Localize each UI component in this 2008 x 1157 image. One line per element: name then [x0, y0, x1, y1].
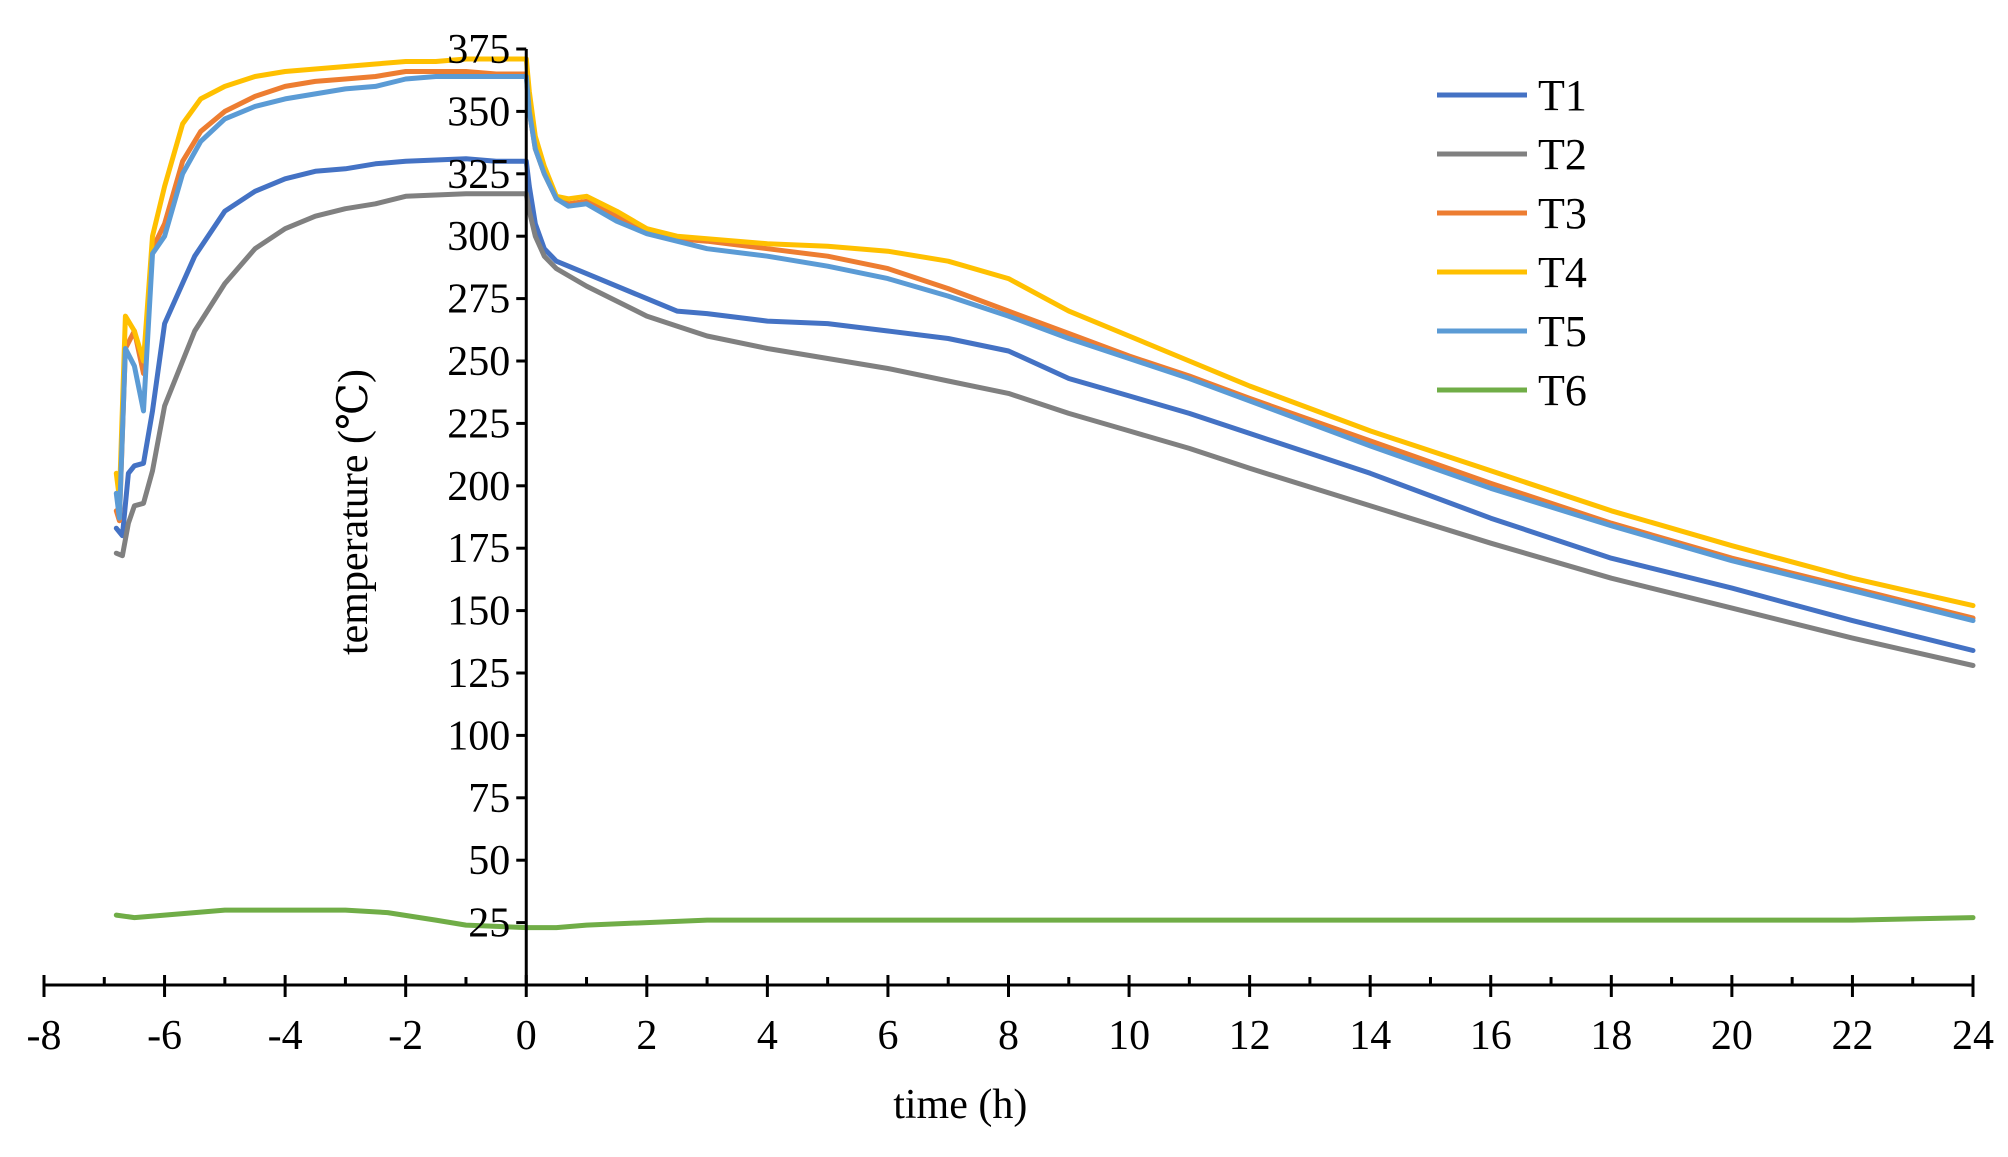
- y-tick-label: 150: [447, 589, 510, 635]
- y-tick-label: 275: [447, 277, 510, 323]
- x-tick-label: 4: [757, 1013, 778, 1059]
- x-tick-label: 12: [1229, 1013, 1271, 1059]
- y-tick-label: 75: [468, 776, 510, 822]
- x-tick-label: 24: [1952, 1013, 1994, 1059]
- legend-label-t4: T4: [1538, 248, 1587, 297]
- legend-label-t3: T3: [1538, 189, 1587, 238]
- series-line-t2: [113, 191, 1976, 668]
- axes-layer: -8 -6 -4 -2 0 2 4 6 8 10 12 14 16 18 20 22 2425507510012…: [27, 27, 1995, 1059]
- x-tick-label: 0: [516, 1013, 537, 1059]
- y-tick-label: 125: [447, 651, 510, 697]
- series-line-t6: [113, 907, 1976, 931]
- x-tick-label: -2: [388, 1013, 423, 1059]
- series-layer: [113, 56, 1976, 931]
- legend-label-t1: T1: [1538, 71, 1587, 120]
- y-tick-label: 200: [447, 464, 510, 510]
- y-tick-label: 250: [447, 339, 510, 385]
- x-tick-label: 8: [998, 1013, 1019, 1059]
- legend-label-t5: T5: [1538, 307, 1587, 356]
- legend-label-t6: T6: [1538, 366, 1587, 415]
- y-tick-label: 300: [447, 214, 510, 260]
- series-line-t1: [113, 156, 1976, 653]
- x-tick-label: -6: [147, 1013, 182, 1059]
- x-tick-label: 14: [1349, 1013, 1391, 1059]
- x-tick-label: -8: [27, 1013, 62, 1059]
- y-tick-label: 325: [447, 152, 510, 198]
- y-axis-title: temperature (℃): [331, 369, 377, 655]
- legend-label-t2: T2: [1538, 130, 1587, 179]
- series-line-t4: [113, 56, 1976, 609]
- y-tick-label: 100: [447, 713, 510, 759]
- legend: T1 T2 T3 T4 T5 T6: [1437, 71, 1587, 415]
- x-tick-label: -4: [268, 1013, 303, 1059]
- x-tick-label: 6: [877, 1013, 898, 1059]
- y-tick-label: 175: [447, 526, 510, 572]
- x-tick-label: 10: [1108, 1013, 1150, 1059]
- y-tick-label: 225: [447, 401, 510, 447]
- y-tick-label: 25: [468, 901, 510, 947]
- x-tick-label: 18: [1590, 1013, 1632, 1059]
- x-tick-label: 20: [1711, 1013, 1753, 1059]
- x-tick-label: 16: [1470, 1013, 1512, 1059]
- x-axis-title: time (h): [893, 1082, 1027, 1128]
- series-line-t5: [113, 74, 1976, 624]
- y-tick-label: 50: [468, 838, 510, 884]
- y-tick-label: 350: [447, 89, 510, 135]
- y-tick-label: 375: [447, 27, 510, 73]
- x-tick-label: 2: [636, 1013, 657, 1059]
- x-tick-label: 22: [1831, 1013, 1873, 1059]
